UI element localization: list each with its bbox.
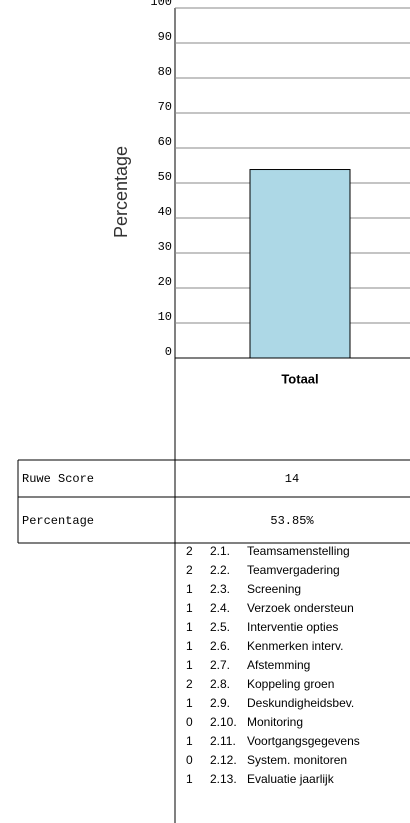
y-axis-label: Percentage [111, 146, 131, 238]
y-tick-label: 60 [158, 135, 172, 149]
item-number: 2.7. [210, 658, 230, 672]
item-score: 1 [186, 582, 193, 596]
table-value: 14 [285, 472, 299, 486]
item-score: 1 [186, 734, 193, 748]
item-number: 2.9. [210, 696, 230, 710]
item-label: Screening [247, 582, 301, 596]
item-label: Monitoring [247, 715, 303, 729]
item-label: Teamsamenstelling [247, 544, 350, 558]
item-label: Evaluatie jaarlijk [247, 772, 335, 786]
y-tick-label: 20 [158, 275, 172, 289]
y-tick-label: 0 [165, 345, 172, 359]
item-label: Verzoek ondersteun [247, 601, 354, 615]
y-tick-label: 70 [158, 100, 172, 114]
item-number: 2.10. [210, 715, 237, 729]
item-score: 1 [186, 772, 193, 786]
item-label: Teamvergadering [247, 563, 340, 577]
y-tick-label: 90 [158, 30, 172, 44]
item-label: Koppeling groen [247, 677, 334, 691]
y-tick-label: 100 [150, 0, 172, 9]
item-score: 1 [186, 639, 193, 653]
item-score: 2 [186, 544, 193, 558]
table-label: Ruwe Score [22, 472, 94, 486]
y-tick-label: 50 [158, 170, 172, 184]
table-value: 53.85% [270, 514, 314, 528]
y-tick-label: 30 [158, 240, 172, 254]
item-number: 2.5. [210, 620, 230, 634]
item-score: 1 [186, 658, 193, 672]
item-score: 0 [186, 715, 193, 729]
item-label: Deskundigheidsbev. [247, 696, 354, 710]
y-tick-label: 10 [158, 310, 172, 324]
item-label: Afstemming [247, 658, 310, 672]
item-number: 2.13. [210, 772, 237, 786]
item-number: 2.8. [210, 677, 230, 691]
table-label: Percentage [22, 514, 94, 528]
item-number: 2.1. [210, 544, 230, 558]
item-number: 2.2. [210, 563, 230, 577]
item-number: 2.12. [210, 753, 237, 767]
item-score: 2 [186, 563, 193, 577]
item-number: 2.6. [210, 639, 230, 653]
y-tick-label: 40 [158, 205, 172, 219]
item-label: Kenmerken interv. [247, 639, 344, 653]
item-number: 2.4. [210, 601, 230, 615]
bar [249, 169, 351, 359]
item-label: Interventie opties [247, 620, 338, 634]
x-tick-label: Totaal [281, 371, 318, 386]
item-score: 1 [186, 696, 193, 710]
item-number: 2.3. [210, 582, 230, 596]
item-label: System. monitoren [247, 753, 347, 767]
item-score: 1 [186, 620, 193, 634]
item-number: 2.11. [210, 734, 236, 748]
y-tick-label: 80 [158, 65, 172, 79]
item-score: 1 [186, 601, 193, 615]
item-score: 0 [186, 753, 193, 767]
item-score: 2 [186, 677, 193, 691]
item-label: Voortgangsgegevens [247, 734, 360, 748]
